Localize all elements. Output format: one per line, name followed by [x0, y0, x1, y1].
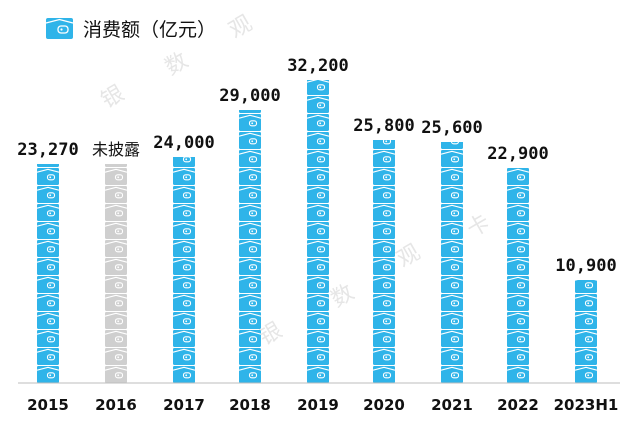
- bar-2018: [239, 110, 261, 383]
- bar-2022: [507, 168, 529, 383]
- value-label-2022: 22,900: [487, 144, 548, 164]
- watermark-char: 数: [161, 48, 193, 81]
- legend: 消费额（亿元）: [45, 18, 216, 41]
- x-tick-label-2018: 2018: [229, 396, 271, 414]
- bar-2023H1: [575, 280, 597, 383]
- value-label-2017: 24,000: [153, 133, 214, 153]
- x-tick-label-2022: 2022: [497, 396, 539, 414]
- bar-2016: [105, 164, 127, 383]
- value-label-2016: 未披露: [92, 140, 140, 159]
- bar-2019: [307, 80, 329, 383]
- watermark-char: 数: [327, 280, 359, 313]
- value-label-2020: 25,800: [353, 116, 414, 136]
- bar-2017: [173, 157, 195, 383]
- x-tick-label-2021: 2021: [431, 396, 473, 414]
- legend-label: 消费额（亿元）: [83, 19, 216, 41]
- watermark-char: 观: [393, 240, 425, 273]
- value-label-2023H1: 10,900: [555, 256, 616, 276]
- value-label-2018: 29,000: [219, 86, 280, 106]
- x-tick-label-2020: 2020: [363, 396, 405, 414]
- value-label-2019: 32,200: [287, 56, 348, 76]
- wallet-icon: [45, 18, 74, 39]
- bar-group: 23,270 2015 未披露 2016 24,000 2017 29,000 2018 32,…: [17, 56, 618, 414]
- x-tick-label-2015: 2015: [27, 396, 69, 414]
- bar-2015: [37, 164, 59, 383]
- bar-2020: [373, 140, 395, 383]
- bar-2021: [441, 142, 463, 383]
- watermark-char: 卡: [463, 210, 495, 243]
- x-tick-label-2016: 2016: [95, 396, 137, 414]
- watermark-char: 观: [225, 11, 257, 44]
- x-tick-label-2017: 2017: [163, 396, 205, 414]
- value-label-2021: 25,600: [421, 118, 482, 138]
- x-tick-label-2023H1: 2023H1: [554, 396, 619, 414]
- x-tick-label-2019: 2019: [297, 396, 339, 414]
- value-label-2015: 23,270: [17, 140, 78, 160]
- watermark-char: 银: [97, 81, 129, 114]
